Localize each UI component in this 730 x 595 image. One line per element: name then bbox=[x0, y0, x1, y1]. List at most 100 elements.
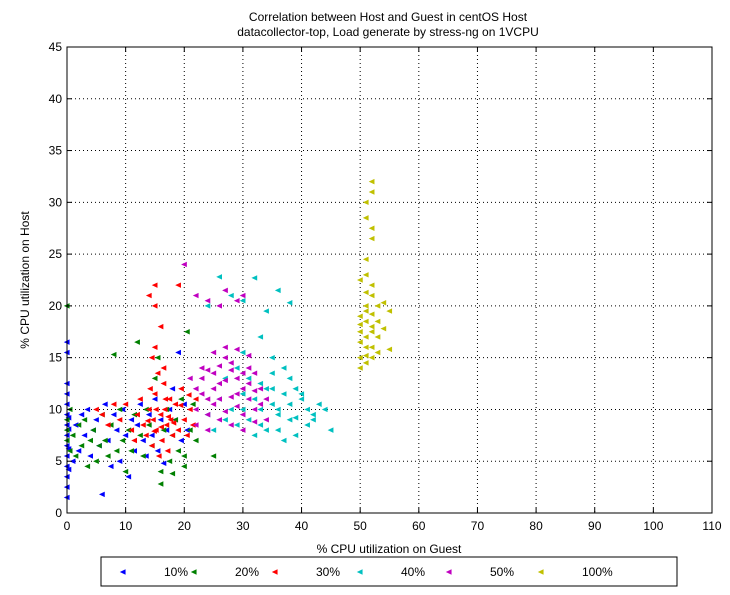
legend-marker bbox=[537, 569, 544, 575]
legend-marker bbox=[190, 569, 197, 575]
x-tick-label: 60 bbox=[412, 519, 426, 533]
data-point bbox=[131, 448, 137, 454]
data-point bbox=[204, 427, 211, 433]
data-point bbox=[245, 380, 252, 387]
data-point bbox=[257, 380, 264, 387]
data-point bbox=[172, 417, 179, 423]
data-point bbox=[78, 411, 85, 418]
data-point bbox=[145, 411, 152, 418]
data-point bbox=[233, 403, 240, 410]
data-point bbox=[321, 406, 328, 413]
data-point bbox=[239, 349, 246, 356]
data-point bbox=[198, 365, 205, 371]
data-point bbox=[210, 386, 217, 392]
legend-marker bbox=[271, 569, 278, 575]
data-point bbox=[165, 413, 172, 420]
data-point bbox=[184, 427, 190, 433]
data-point bbox=[362, 318, 369, 325]
data-point bbox=[222, 377, 228, 384]
legend-marker bbox=[445, 569, 452, 575]
data-point bbox=[298, 396, 305, 402]
data-point bbox=[131, 437, 137, 444]
data-point bbox=[227, 394, 234, 400]
data-point bbox=[170, 420, 177, 426]
data-point bbox=[137, 396, 143, 402]
x-tick-label: 40 bbox=[295, 519, 309, 533]
data-point bbox=[210, 401, 217, 407]
data-point bbox=[164, 448, 171, 454]
data-point bbox=[181, 417, 187, 423]
x-tick-label: 20 bbox=[178, 519, 192, 533]
data-point bbox=[144, 418, 151, 424]
data-point bbox=[239, 386, 246, 392]
data-point bbox=[251, 432, 258, 439]
x-tick-label: 100 bbox=[643, 519, 663, 533]
data-point bbox=[107, 463, 114, 470]
chart-title: Correlation between Host and Guest in ce… bbox=[249, 10, 528, 24]
x-tick-label: 90 bbox=[588, 519, 602, 533]
data-point bbox=[292, 432, 299, 439]
x-tick-label: 10 bbox=[119, 519, 133, 533]
data-point bbox=[137, 401, 143, 407]
data-point bbox=[356, 321, 363, 328]
data-point bbox=[233, 422, 240, 428]
data-point bbox=[90, 427, 96, 433]
data-point bbox=[374, 303, 381, 309]
legend-item: 50% bbox=[445, 565, 514, 579]
data-point bbox=[269, 386, 275, 392]
x-tick-label: 70 bbox=[471, 519, 485, 533]
data-point bbox=[362, 215, 369, 221]
data-point bbox=[87, 437, 94, 444]
y-tick-label: 25 bbox=[49, 247, 63, 261]
data-point bbox=[66, 448, 73, 454]
data-point bbox=[368, 189, 375, 195]
data-point bbox=[107, 422, 114, 428]
data-point bbox=[177, 402, 184, 409]
data-point bbox=[101, 401, 108, 407]
data-point bbox=[145, 292, 152, 299]
data-point bbox=[362, 344, 369, 351]
data-point bbox=[274, 411, 281, 418]
chart-subtitle: datacollector-top, Load generate by stre… bbox=[237, 25, 539, 39]
data-point bbox=[125, 427, 132, 433]
data-point bbox=[374, 318, 381, 325]
data-point bbox=[110, 401, 117, 407]
data-point bbox=[93, 458, 99, 464]
data-point bbox=[327, 427, 334, 433]
data-point bbox=[128, 448, 135, 454]
data-point bbox=[160, 365, 167, 371]
data-point bbox=[233, 391, 240, 397]
data-point bbox=[128, 417, 135, 423]
legend-item: 10% bbox=[119, 565, 188, 579]
series-50pct bbox=[181, 261, 269, 433]
data-point bbox=[222, 287, 228, 294]
data-point bbox=[154, 354, 161, 361]
data-point bbox=[245, 396, 252, 402]
y-tick-label: 45 bbox=[49, 40, 63, 54]
data-point bbox=[65, 466, 72, 473]
data-point bbox=[142, 453, 149, 459]
data-point bbox=[192, 422, 199, 428]
data-point bbox=[216, 303, 223, 309]
data-point bbox=[239, 411, 246, 418]
y-tick-label: 15 bbox=[49, 351, 63, 365]
data-point bbox=[189, 401, 196, 407]
data-point bbox=[286, 375, 293, 382]
data-point bbox=[116, 406, 123, 413]
data-point bbox=[362, 199, 369, 206]
data-point bbox=[362, 308, 369, 314]
x-axis-tick-labels: 0 10 20 30 40 50 60 70 80 90 100 110 bbox=[64, 519, 722, 533]
data-point bbox=[210, 349, 217, 356]
series-100pct bbox=[356, 178, 393, 371]
y-axis-label: % CPU utilization on Host bbox=[18, 211, 32, 349]
data-point bbox=[251, 275, 258, 281]
data-point bbox=[148, 432, 155, 439]
y-tick-label: 10 bbox=[49, 402, 63, 416]
data-point bbox=[119, 437, 126, 444]
y-axis-tick-labels: 0 5 10 15 20 25 30 35 40 45 bbox=[49, 40, 63, 520]
data-point bbox=[362, 303, 369, 309]
data-point bbox=[72, 422, 79, 428]
data-point bbox=[222, 417, 228, 423]
data-point bbox=[116, 417, 123, 423]
